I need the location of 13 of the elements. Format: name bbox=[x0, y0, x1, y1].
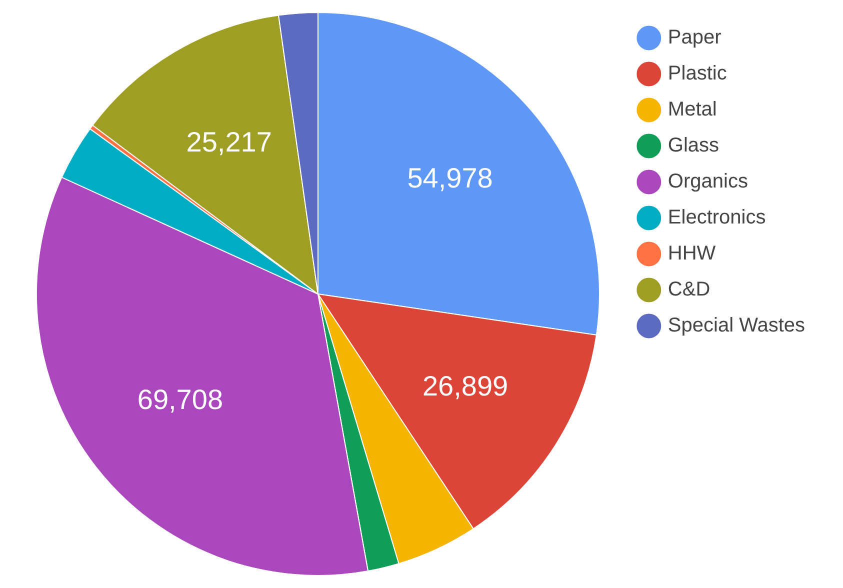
data-label: 69,708 bbox=[137, 384, 224, 415]
legend-label: Plastic bbox=[668, 62, 727, 85]
legend-label: C&D bbox=[668, 278, 710, 301]
legend-label: HHW bbox=[668, 242, 716, 265]
data-label: 54,978 bbox=[407, 162, 493, 194]
data-label: 26,899 bbox=[422, 370, 508, 402]
legend-label: Organics bbox=[668, 170, 748, 193]
data-label: 25,217 bbox=[186, 126, 272, 158]
legend-label: Special Wastes bbox=[668, 314, 806, 337]
legend-label: Glass bbox=[668, 134, 720, 157]
legend-label: Electronics bbox=[668, 206, 766, 229]
legend-label: Metal bbox=[668, 98, 717, 121]
legend-label: Paper bbox=[668, 26, 722, 49]
